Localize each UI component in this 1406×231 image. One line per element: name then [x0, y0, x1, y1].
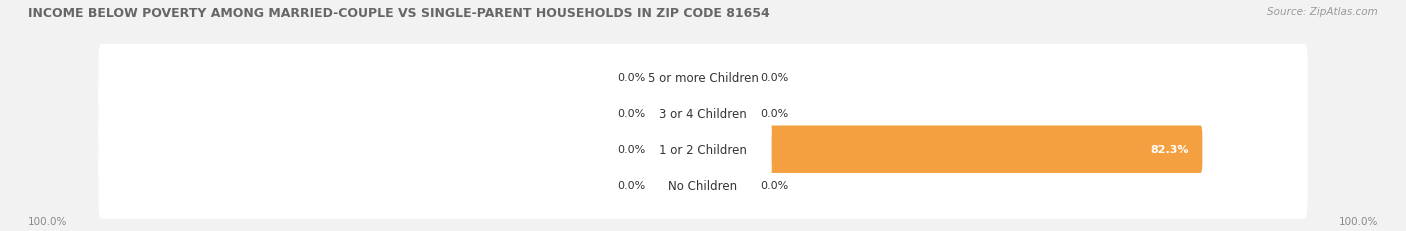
Text: 0.0%: 0.0% — [617, 145, 645, 155]
Text: Source: ZipAtlas.com: Source: ZipAtlas.com — [1267, 7, 1378, 17]
FancyBboxPatch shape — [702, 90, 754, 137]
FancyBboxPatch shape — [98, 45, 1308, 111]
FancyBboxPatch shape — [98, 116, 1308, 183]
Text: 5 or more Children: 5 or more Children — [648, 71, 758, 85]
Text: 82.3%: 82.3% — [1150, 145, 1188, 155]
FancyBboxPatch shape — [702, 162, 754, 209]
FancyBboxPatch shape — [652, 126, 704, 173]
Text: 0.0%: 0.0% — [617, 180, 645, 190]
Text: 0.0%: 0.0% — [617, 109, 645, 119]
Text: 0.0%: 0.0% — [761, 109, 789, 119]
Text: 1 or 2 Children: 1 or 2 Children — [659, 143, 747, 156]
FancyBboxPatch shape — [652, 54, 704, 102]
FancyBboxPatch shape — [702, 126, 1202, 173]
FancyBboxPatch shape — [98, 80, 1308, 147]
Text: 0.0%: 0.0% — [761, 180, 789, 190]
FancyBboxPatch shape — [702, 54, 754, 102]
FancyBboxPatch shape — [98, 152, 1308, 219]
FancyBboxPatch shape — [634, 123, 772, 176]
FancyBboxPatch shape — [634, 51, 772, 105]
FancyBboxPatch shape — [652, 162, 704, 209]
Text: 100.0%: 100.0% — [1339, 216, 1378, 226]
Text: 3 or 4 Children: 3 or 4 Children — [659, 107, 747, 120]
Text: 100.0%: 100.0% — [28, 216, 67, 226]
Text: 0.0%: 0.0% — [617, 73, 645, 83]
Text: 0.0%: 0.0% — [761, 73, 789, 83]
Text: No Children: No Children — [668, 179, 738, 192]
Text: INCOME BELOW POVERTY AMONG MARRIED-COUPLE VS SINGLE-PARENT HOUSEHOLDS IN ZIP COD: INCOME BELOW POVERTY AMONG MARRIED-COUPL… — [28, 7, 770, 20]
FancyBboxPatch shape — [652, 90, 704, 137]
FancyBboxPatch shape — [634, 158, 772, 212]
FancyBboxPatch shape — [634, 87, 772, 141]
